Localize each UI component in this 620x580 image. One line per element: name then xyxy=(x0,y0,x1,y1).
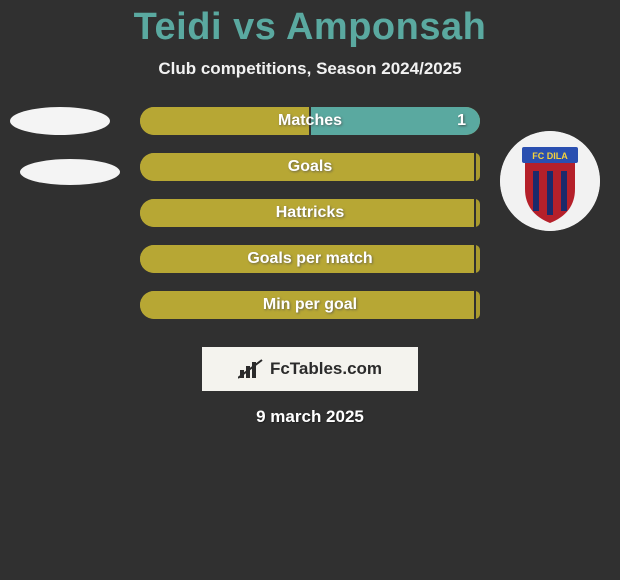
player-left-ellipse-2 xyxy=(20,159,120,185)
watermark: FcTables.com xyxy=(202,347,418,391)
stat-bar-divider xyxy=(474,153,476,181)
badge-stripe-1 xyxy=(533,171,539,211)
stat-label: Matches xyxy=(278,112,342,130)
watermark-text: FcTables.com xyxy=(270,359,382,379)
badge-stripe-3 xyxy=(561,171,567,211)
player-left-ellipse-1 xyxy=(10,107,110,135)
stat-bar-divider xyxy=(474,199,476,227)
badge-text: FC DILA xyxy=(532,151,568,161)
stat-bar: Min per goal xyxy=(140,291,480,319)
stat-bar: Hattricks xyxy=(140,199,480,227)
stat-row: Goals per match xyxy=(0,245,620,273)
stat-bar: Matches 1 xyxy=(140,107,480,135)
badge-stripe-2 xyxy=(547,171,553,215)
stat-bar: Goals per match xyxy=(140,245,480,273)
page-title: Teidi vs Amponsah xyxy=(134,6,487,49)
stat-label: Min per goal xyxy=(263,296,357,314)
bars-icon xyxy=(238,358,264,380)
stat-value-right: 1 xyxy=(457,112,466,130)
stat-bar: Goals xyxy=(140,153,480,181)
stat-bar-divider xyxy=(474,245,476,273)
date-line: 9 march 2025 xyxy=(256,407,364,427)
club-badge-svg: FC DILA xyxy=(500,131,600,231)
club-badge: FC DILA xyxy=(500,131,600,231)
stat-row: Min per goal xyxy=(0,291,620,319)
stat-bar-divider xyxy=(474,291,476,319)
content-root: Teidi vs Amponsah Club competitions, Sea… xyxy=(0,0,620,580)
stats-area: FC DILA Matches 1 Goals Hattricks Goals per … xyxy=(0,107,620,337)
stat-label: Goals per match xyxy=(247,250,372,268)
page-subtitle: Club competitions, Season 2024/2025 xyxy=(158,59,461,79)
stat-label: Hattricks xyxy=(276,204,344,222)
stat-label: Goals xyxy=(288,158,332,176)
